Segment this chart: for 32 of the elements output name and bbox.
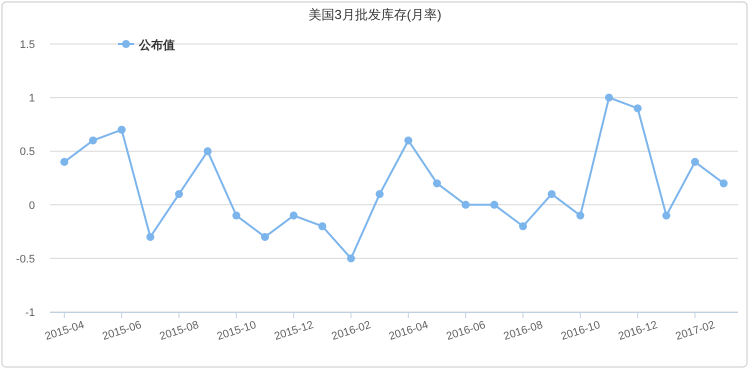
chart-title: 美国3月批发库存(月率) — [308, 7, 442, 22]
point — [720, 179, 728, 188]
point — [490, 200, 498, 209]
point — [204, 147, 212, 156]
point — [662, 212, 670, 220]
point — [261, 232, 269, 241]
point — [175, 190, 183, 198]
point — [290, 212, 298, 220]
point — [146, 232, 154, 241]
point — [519, 222, 527, 230]
point — [376, 190, 384, 198]
point — [118, 126, 126, 134]
y-tick-label: -0.5 — [16, 253, 35, 266]
point — [462, 200, 470, 209]
y-tick-label: 0 — [28, 200, 35, 212]
point — [433, 179, 441, 188]
point — [691, 158, 699, 166]
point — [404, 136, 412, 144]
point — [318, 222, 326, 230]
point — [60, 158, 68, 166]
point — [89, 136, 97, 144]
y-tick-label: 1 — [28, 92, 35, 105]
y-tick-label: 1.5 — [20, 39, 35, 51]
point — [232, 212, 240, 220]
legend-label: 公布值 — [138, 38, 175, 52]
point — [634, 104, 642, 112]
point — [605, 94, 613, 102]
y-tick-label: 0.5 — [20, 146, 35, 158]
point — [576, 212, 584, 220]
y-tick-label: -1 — [25, 307, 35, 319]
point — [548, 190, 556, 198]
point — [347, 254, 355, 262]
